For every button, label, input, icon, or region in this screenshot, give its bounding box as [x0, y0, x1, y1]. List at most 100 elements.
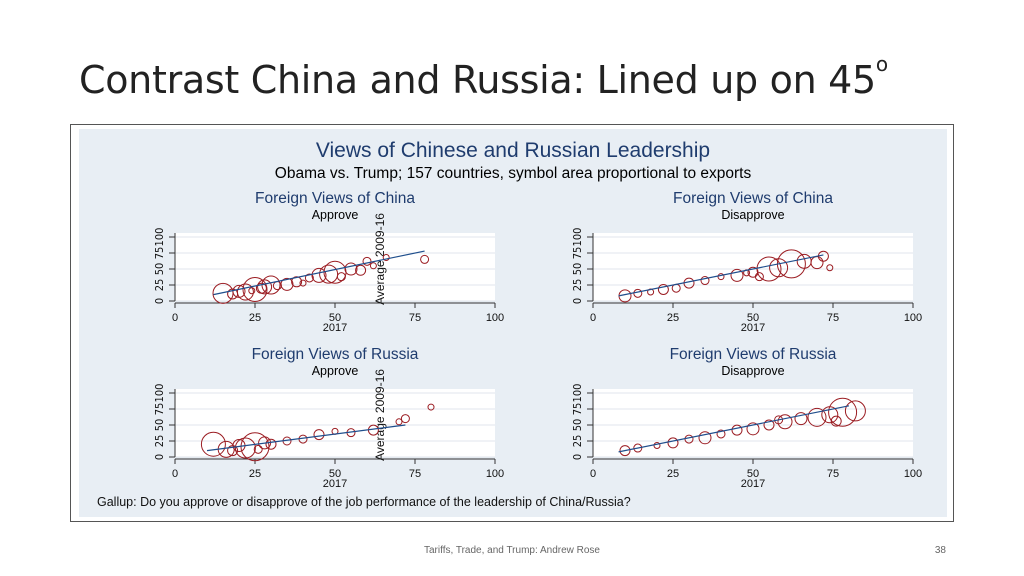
data-point [657, 283, 669, 295]
data-point [242, 276, 268, 302]
y-tick-label: 0 [153, 298, 166, 304]
x-tick-label: 0 [590, 312, 596, 324]
data-point [844, 400, 866, 422]
data-point [747, 266, 759, 278]
y-tick-label: 50 [571, 419, 584, 432]
y-tick-label: 0 [571, 298, 584, 304]
x-tick-label: 100 [904, 312, 922, 324]
data-point [382, 253, 390, 261]
data-point [253, 444, 263, 454]
x-tick-label: 50 [747, 468, 759, 480]
slide-title: Contrast China and Russia: Lined up on 4… [79, 52, 888, 102]
x-axis-label: 2017 [323, 478, 347, 490]
y-tick-label: 100 [153, 384, 166, 403]
data-point [313, 429, 325, 441]
data-point [763, 419, 775, 431]
panel-title: Foreign Views of Russia [252, 346, 419, 363]
y-tick-label: 100 [571, 228, 584, 247]
data-point [304, 273, 314, 283]
y-tick-label: 25 [153, 279, 166, 292]
x-axis-label: 2017 [741, 478, 765, 490]
x-tick-label: 50 [329, 312, 341, 324]
data-point [794, 412, 808, 426]
data-point [633, 443, 643, 453]
x-tick-label: 0 [172, 468, 178, 480]
slide-title-degree: o [875, 52, 888, 76]
data-point [667, 437, 679, 449]
plot-area [175, 389, 495, 457]
data-point [716, 429, 726, 439]
data-point [830, 415, 842, 427]
data-point [291, 276, 303, 288]
data-point [700, 276, 710, 286]
x-tick-label: 75 [409, 468, 421, 480]
slide-footer: Tariffs, Trade, and Trump: Andrew Rose [423, 545, 600, 556]
x-tick-label: 25 [667, 312, 679, 324]
x-axis-label: 2017 [741, 322, 765, 334]
figure-subtitle: Obama vs. Trump; 157 countries, symbol a… [274, 165, 752, 182]
data-point [248, 287, 256, 295]
y-tick-label: 75 [153, 247, 166, 260]
data-point [227, 288, 239, 300]
data-point [717, 273, 725, 281]
plot-area [175, 233, 495, 301]
fit-line [618, 405, 850, 453]
data-point [234, 437, 256, 459]
fit-line [213, 250, 425, 296]
slide-title-text: Contrast China and Russia: Lined up on 4… [79, 58, 876, 102]
x-tick-label: 100 [486, 312, 504, 324]
page-number: 38 [934, 545, 946, 556]
y-tick-label: 75 [571, 403, 584, 416]
panel-china-approve: Foreign Views of ChinaApprove02550751000… [153, 190, 504, 334]
data-point [756, 256, 782, 282]
fit-line [618, 254, 824, 297]
y-axis-label: Average 2009-16 [373, 369, 387, 461]
data-point [255, 282, 267, 294]
data-point [200, 431, 226, 457]
panel-subtitle: Disapprove [721, 364, 784, 378]
data-point [227, 445, 239, 457]
x-tick-label: 75 [409, 312, 421, 324]
x-tick-label: 100 [904, 468, 922, 480]
data-point [777, 414, 793, 430]
x-axis-label: 2017 [323, 322, 347, 334]
data-point [828, 397, 858, 427]
figure-footnote: Gallup: Do you approve or disapprove of … [97, 495, 631, 509]
y-axis-label: Average 2009-16 [373, 213, 387, 305]
x-tick-label: 0 [590, 468, 596, 480]
panel-subtitle: Disapprove [721, 208, 784, 222]
data-point [754, 272, 764, 282]
y-tick-label: 50 [571, 263, 584, 276]
y-tick-label: 25 [571, 435, 584, 448]
data-point [257, 279, 273, 295]
fit-line [206, 424, 406, 452]
panel-china-disapprove: Foreign Views of ChinaDisapprove02550751… [571, 190, 922, 334]
y-tick-label: 75 [153, 403, 166, 416]
data-point [362, 256, 372, 266]
y-tick-label: 25 [153, 435, 166, 448]
data-point [774, 415, 784, 425]
panel-russia-approve: Foreign Views of RussiaApprove0255075100… [153, 346, 504, 490]
x-tick-label: 75 [827, 468, 839, 480]
data-point [731, 424, 743, 436]
data-point [807, 407, 827, 427]
data-point [698, 431, 712, 445]
data-point [400, 414, 410, 424]
figure-frame: Views of Chinese and Russian Leadership … [70, 124, 954, 522]
y-tick-label: 25 [571, 279, 584, 292]
data-point [265, 438, 277, 450]
data-point [369, 262, 377, 270]
x-tick-label: 50 [329, 468, 341, 480]
y-tick-label: 75 [571, 247, 584, 260]
x-tick-label: 50 [747, 312, 759, 324]
y-tick-label: 100 [571, 384, 584, 403]
y-tick-label: 50 [153, 263, 166, 276]
data-point [395, 418, 403, 426]
data-point [355, 264, 367, 276]
data-point [746, 422, 760, 436]
panel-subtitle: Approve [312, 208, 359, 222]
panel-title: Foreign Views of China [255, 190, 415, 207]
figure-background: Views of Chinese and Russian Leadership … [79, 129, 947, 517]
y-tick-label: 0 [571, 454, 584, 460]
